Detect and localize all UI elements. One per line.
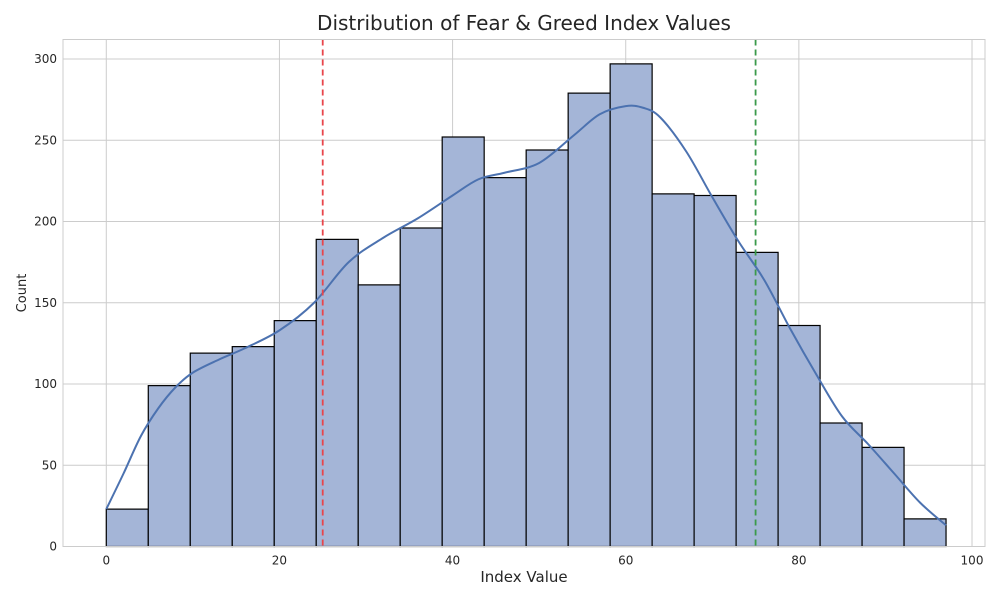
x-tick-label: 100 (961, 554, 984, 568)
histogram-bar (777, 324, 821, 548)
x-tick-label: 0 (102, 554, 110, 568)
y-tick-label: 0 (49, 540, 57, 554)
histogram-bar (441, 136, 485, 548)
reference-lines-layer (321, 39, 757, 547)
kde-curve (105, 104, 947, 527)
histogram-bar (819, 422, 863, 548)
histogram-bar (189, 352, 233, 548)
y-tick-label: 100 (34, 377, 57, 391)
histogram-bar (735, 251, 779, 548)
histogram-bar (651, 193, 695, 548)
histogram-bar (273, 320, 317, 548)
histogram-bar (525, 149, 569, 548)
histogram-bar (861, 446, 905, 548)
histogram-bar (483, 177, 527, 548)
histogram-bar (147, 385, 191, 548)
plot-frame (62, 39, 986, 547)
histogram-bar (231, 346, 275, 548)
histogram-bar (105, 508, 149, 548)
histogram-bar (567, 92, 611, 548)
x-tick-label: 80 (791, 554, 806, 568)
chart-title: Distribution of Fear & Greed Index Value… (317, 11, 731, 35)
y-tick-label: 200 (34, 215, 57, 229)
y-tick-label: 300 (34, 52, 57, 66)
kde-layer (105, 104, 947, 527)
histogram-bar (609, 63, 653, 548)
histogram-bar (903, 518, 947, 548)
x-axis-label: Index Value (480, 568, 567, 586)
histogram-bar (399, 227, 443, 548)
y-axis-label: Count (15, 274, 30, 313)
x-tick-label: 40 (445, 554, 460, 568)
x-tick-label: 60 (618, 554, 633, 568)
histogram-bar (357, 284, 401, 548)
histogram-bar (693, 194, 737, 548)
y-tick-label: 50 (42, 458, 57, 472)
x-tick-label: 20 (272, 554, 287, 568)
y-tick-label: 150 (34, 296, 57, 310)
y-tick-label: 250 (34, 133, 57, 147)
ticks-layer: 0 20 40 60 80 100 0 50 100 150 200 250 300 (34, 52, 983, 568)
